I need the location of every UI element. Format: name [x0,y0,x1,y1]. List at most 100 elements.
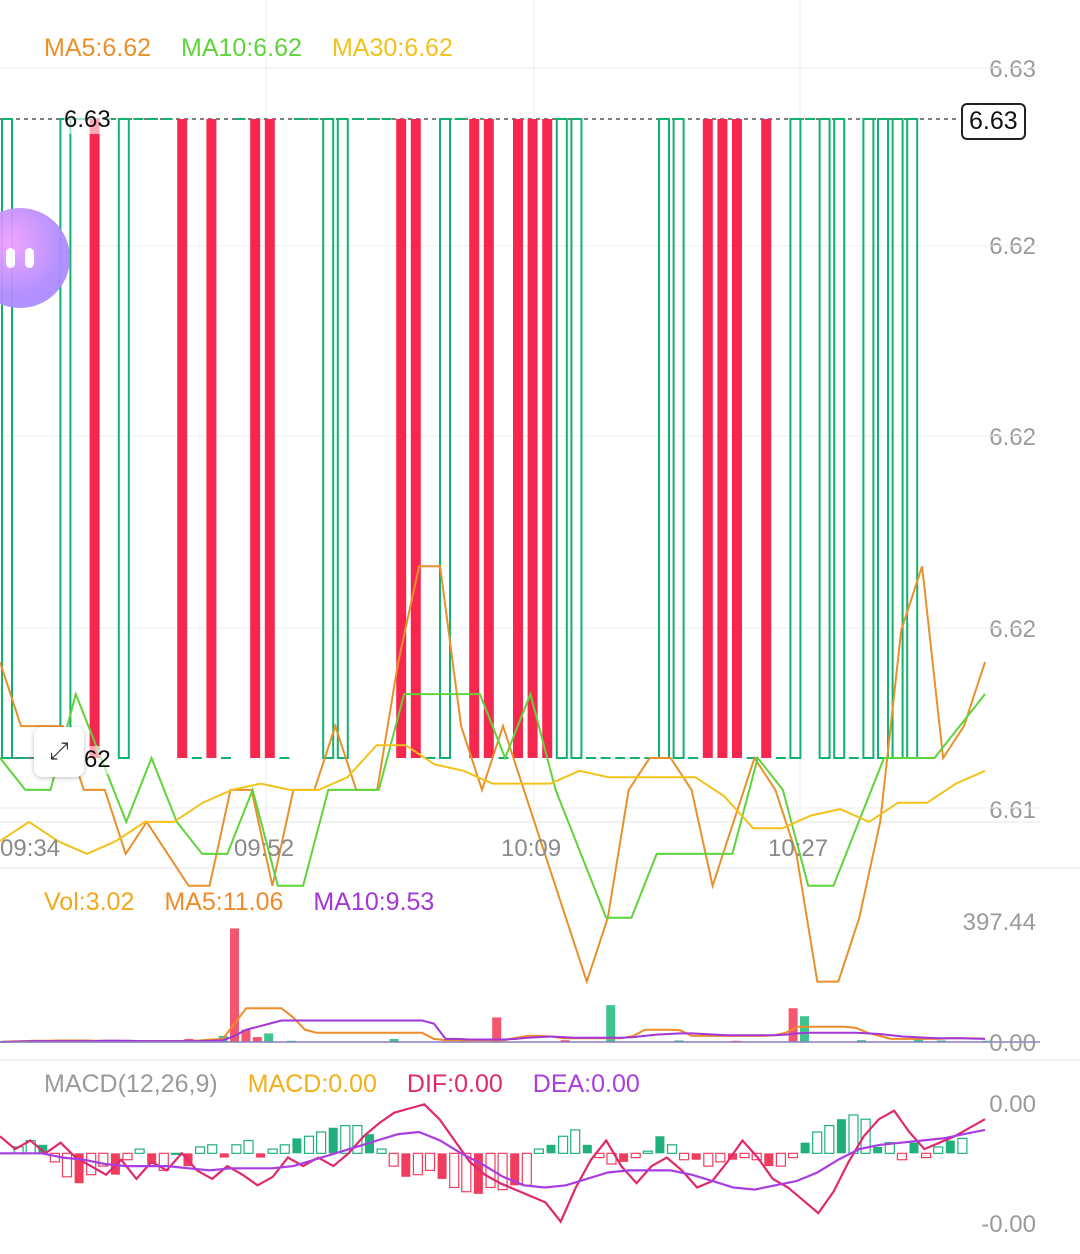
time-label-0: 09:34 [0,835,61,862]
macd-bar [231,1144,242,1154]
legend-ma30: MA30:6.62 [331,34,453,62]
macd-axis-bottom: -0.00 [981,1211,1036,1238]
macd-bar [751,1152,762,1161]
macd-bar [170,1152,181,1155]
macd-axis-top: 0.00 [989,1091,1036,1118]
macd-bar [485,1152,496,1189]
macd-bar [38,1144,48,1154]
legend-ma5: MA5:6.62 [44,34,152,62]
macd-bar [207,1144,218,1154]
macd-bar [546,1144,556,1154]
price-axis-label-3: 6.62 [989,616,1036,643]
macd-bar [884,1142,895,1154]
macd-bar [376,1148,387,1154]
macd-bar [909,1142,919,1154]
volume-axis-top: 397.44 [962,909,1036,936]
candle-down [672,118,685,759]
macd-bar [98,1152,109,1167]
legend-macd: MACD:0.00 [247,1070,377,1098]
macd-bar [195,1146,206,1154]
candle-down [818,118,831,759]
candle-up [177,119,188,758]
legend-macd-params: MACD(12,26,9) [44,1070,218,1098]
macd-bar [812,1131,823,1154]
dea-line [0,1128,986,1191]
macd-bar [473,1153,483,1194]
candle-up [702,119,713,758]
volume-bar [241,1029,251,1042]
expand-arrows-icon[interactable]: ⤢ [34,727,84,777]
macd-bar [920,1152,932,1159]
macd-bar [933,1146,944,1154]
volume-ma10-line [0,1019,986,1043]
macd-bar [243,1139,254,1154]
candle-down [833,118,846,759]
volume-legend: Vol:3.02 MA5:11.06 MA10:9.53 [44,888,434,917]
candle-up [513,119,523,758]
macd-bar [655,1136,665,1154]
candle-up [264,119,275,758]
macd-bar [158,1152,169,1172]
volume-bar [252,1037,262,1042]
macd-bar [703,1152,714,1167]
macd-legend: MACD(12,26,9) MACD:0.00 DIF:0.00 DEA:0.0… [44,1070,640,1099]
macd-bar [328,1127,338,1154]
macd-bar [787,1152,799,1159]
macd-bar [134,1148,145,1154]
candle-down [906,118,919,759]
macd-bar [945,1140,955,1154]
macd-bar [860,1118,871,1154]
macd-bar [619,1153,629,1162]
volume-axis-bottom: 0.00 [989,1030,1036,1057]
macd-bar [630,1152,641,1159]
macd-bar [122,1152,133,1161]
macd-bar [219,1153,229,1158]
volume-bar [857,1040,866,1042]
macd-bar [61,1152,73,1178]
macd-bar [533,1148,545,1154]
macd-bar [715,1152,726,1163]
macd-bar [873,1146,883,1154]
candle-down [789,118,802,759]
candle-up [89,119,100,758]
time-label-3: 10:27 [768,835,829,862]
macd-bar [437,1153,447,1179]
macd-bar [303,1135,315,1154]
macd-bar [74,1153,84,1184]
macd-bar [800,1142,810,1154]
macd-bar [957,1137,968,1154]
macd-bar [521,1152,532,1186]
macd-bar [739,1152,750,1159]
candle-up [206,119,217,758]
macd-bar [340,1124,351,1154]
volume-bar [936,1040,946,1042]
volume-bar [800,1016,809,1042]
legend-dif: DIF:0.00 [406,1070,503,1098]
price-axis-label-0: 6.63 [989,56,1036,83]
candle-down [570,118,583,759]
candle-down [322,118,335,759]
dif-line [0,1103,986,1224]
candle-down [658,118,670,759]
macd-bar [292,1138,302,1154]
volume-bar [674,1040,684,1042]
macd-bar [570,1129,581,1154]
time-label-2: 10:09 [501,835,562,862]
macd-bar [316,1131,327,1154]
macd-bar [691,1153,701,1160]
volume-bar [606,1005,616,1042]
macd-bar [147,1153,157,1164]
time-label-1: 09:52 [234,835,295,862]
volume-bar [914,1039,923,1042]
candle-down [336,118,349,759]
candle-up [396,119,407,758]
candle-up [761,119,772,758]
current-price-tag: 6.63 [961,103,1026,140]
volume-bar [788,1008,798,1042]
candle-down [117,118,130,759]
ma10-line [0,690,986,919]
candle-down [439,118,451,759]
legend-vol-ma10: MA10:9.53 [313,888,435,916]
ma30-line [0,744,986,855]
